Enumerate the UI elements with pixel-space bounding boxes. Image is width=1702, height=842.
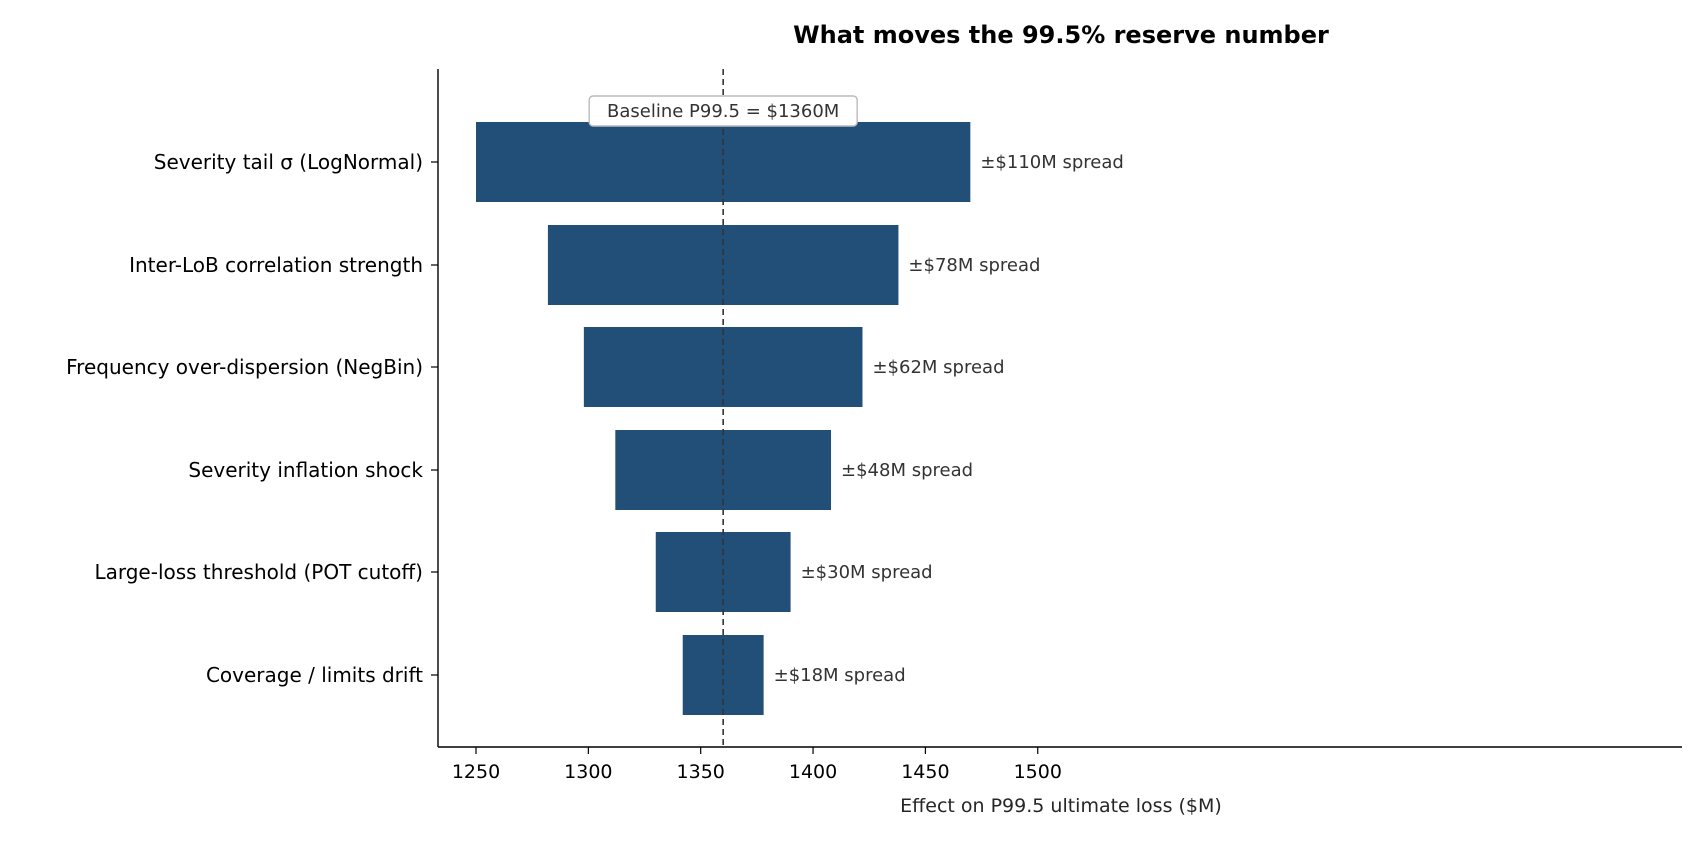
- category-label: Frequency over-dispersion (NegBin): [66, 355, 423, 379]
- x-tick-label: 1500: [1014, 761, 1062, 783]
- spread-annotation: ±$48M spread: [841, 460, 973, 481]
- spread-annotation: ±$78M spread: [908, 255, 1040, 276]
- category-label: Coverage / limits drift: [206, 663, 423, 687]
- spread-annotation: ±$62M spread: [872, 357, 1004, 378]
- x-tick-label: 1250: [452, 761, 500, 783]
- category-label: Severity inflation shock: [188, 458, 423, 482]
- category-label: Large-loss threshold (POT cutoff): [94, 560, 423, 584]
- spread-annotation: ±$110M spread: [980, 152, 1123, 173]
- x-tick-label: 1400: [789, 761, 837, 783]
- x-tick-label: 1450: [901, 761, 949, 783]
- chart-title: What moves the 99.5% reserve number: [793, 21, 1329, 49]
- spread-annotation: ±$30M spread: [801, 562, 933, 583]
- baseline-label: Baseline P99.5 = $1360M: [607, 101, 839, 122]
- category-label: Severity tail σ (LogNormal): [154, 150, 423, 174]
- baseline-label-box: [588, 95, 858, 127]
- x-tick-label: 1350: [677, 761, 725, 783]
- x-axis-label: Effect on P99.5 ultimate loss ($M): [900, 795, 1222, 817]
- category-label: Inter-LoB correlation strength: [129, 253, 423, 277]
- spread-annotation: ±$18M spread: [774, 665, 906, 686]
- x-tick-label: 1300: [564, 761, 612, 783]
